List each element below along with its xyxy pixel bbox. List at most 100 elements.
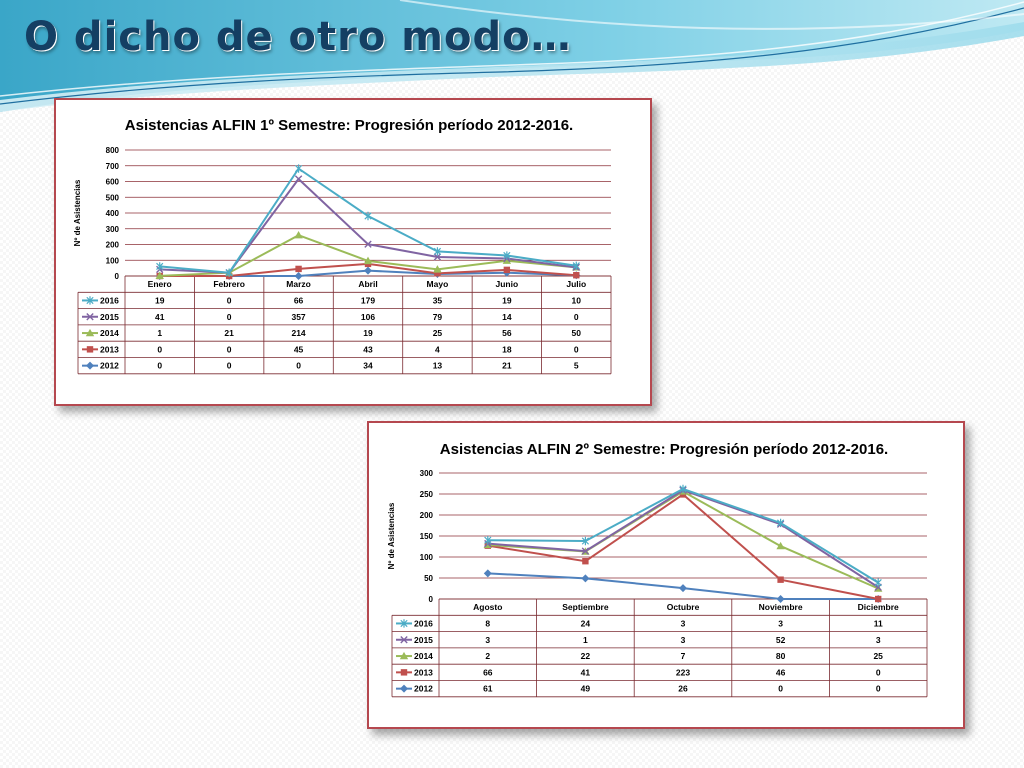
slide-title: O dicho de otro modo…	[24, 14, 572, 60]
data-point-2015	[364, 240, 372, 248]
chart-first-semester: Asistencias ALFIN 1º Semestre: Progresió…	[73, 117, 612, 375]
y-tick-label: 800	[106, 146, 120, 155]
chart-second-semester: Asistencias ALFIN 2º Semestre: Progresió…	[387, 441, 928, 698]
y-tick-label: 0	[429, 595, 434, 604]
series-2012	[483, 569, 883, 603]
table-cell-value: 0	[574, 344, 579, 354]
data-point-2012	[776, 595, 785, 603]
table-cell-value: 3	[876, 635, 881, 645]
y-tick-label: 100	[106, 256, 120, 265]
data-point-2016	[433, 247, 442, 256]
data-point-2013	[434, 270, 441, 277]
table-cell-value: 19	[502, 295, 512, 305]
table-cell-value: 21	[502, 361, 512, 371]
table-cell-value: 26	[678, 684, 688, 694]
x-category-label: Marzo	[286, 279, 311, 289]
data-point-2016	[364, 211, 372, 221]
data-point-2015	[581, 547, 590, 555]
data-point-2013	[777, 576, 784, 583]
table-cell-value: 25	[433, 328, 443, 338]
y-tick-label: 0	[115, 272, 120, 281]
data-point-2016	[572, 261, 580, 270]
data-point-2016	[776, 518, 785, 528]
table-cell-value: 34	[363, 361, 373, 371]
table-cell-value: 3	[778, 618, 783, 628]
data-point-2013	[503, 266, 511, 274]
legend-entry: 2013	[100, 344, 119, 354]
table-cell-value: 66	[294, 295, 304, 305]
table-cell-value: 0	[227, 295, 232, 305]
y-tick-label: 150	[420, 532, 434, 541]
x-category-label: Septiembre	[562, 602, 609, 612]
chart-panel-first-semester: Asistencias ALFIN 1º Semestre: Progresió…	[54, 98, 652, 406]
y-axis-label: Nº de Asistencias	[387, 502, 396, 569]
data-point-2016	[225, 268, 233, 277]
y-tick-label: 600	[106, 178, 120, 187]
y-tick-label: 50	[424, 574, 433, 583]
x-category-label: Enero	[148, 279, 172, 289]
table-cell-value: 7	[681, 651, 686, 661]
table-cell-value: 18	[502, 344, 512, 354]
series-2016	[156, 164, 580, 277]
chart-title: Asistencias ALFIN 1º Semestre: Progresió…	[125, 117, 573, 134]
legend-entry: 2012	[100, 361, 119, 371]
x-category-label: Julio	[566, 279, 586, 289]
legend-entry: 2015	[414, 635, 433, 645]
table-cell-value: 3	[681, 635, 686, 645]
data-point-2012	[294, 272, 303, 280]
data-point-2014	[776, 541, 785, 550]
data-point-2013	[573, 272, 580, 279]
y-tick-label: 500	[106, 193, 120, 202]
table-cell-value: 0	[227, 312, 232, 322]
legend-key-marker	[85, 328, 95, 337]
table-cell-value: 80	[776, 651, 786, 661]
series-2016	[484, 484, 882, 587]
table-cell-value: 0	[876, 684, 881, 694]
table-cell-value: 0	[157, 344, 162, 354]
legend-entry: 2012	[414, 684, 433, 694]
table-cell-value: 56	[502, 328, 512, 338]
legend-key-marker	[400, 619, 408, 628]
legend-entry: 2015	[100, 312, 119, 322]
table-cell-value: 41	[155, 312, 165, 322]
legend-key-marker	[400, 684, 408, 693]
legend-entry: 2013	[414, 667, 433, 677]
table-cell-value: 2	[485, 651, 490, 661]
table-cell-value: 10	[572, 295, 582, 305]
table-cell-value: 35	[433, 295, 443, 305]
data-point-2012	[483, 569, 492, 578]
table-cell-value: 43	[363, 344, 373, 354]
table-cell-value: 46	[776, 667, 786, 677]
table-cell-value: 1	[157, 328, 162, 338]
table-cell-value: 357	[291, 312, 305, 322]
table-cell-value: 79	[433, 312, 443, 322]
data-point-2016	[679, 484, 687, 494]
table-cell-value: 11	[874, 618, 883, 628]
data-point-2013	[875, 595, 882, 603]
table-cell-value: 61	[483, 684, 493, 694]
x-category-label: Noviembre	[759, 602, 803, 612]
table-cell-value: 0	[227, 344, 232, 354]
table-cell-value: 214	[291, 328, 305, 338]
table-cell-value: 0	[778, 684, 783, 694]
legend-entry: 2014	[414, 651, 433, 661]
table-cell-value: 45	[294, 344, 304, 354]
data-point-2016	[503, 251, 511, 260]
legend-key-marker	[86, 296, 94, 305]
data-point-2015	[294, 175, 303, 183]
table-cell-value: 13	[433, 361, 443, 371]
table-cell-value: 8	[485, 618, 490, 628]
table-cell-value: 3	[485, 635, 490, 645]
legend-entry: 2014	[100, 328, 119, 338]
data-point-2014	[502, 256, 512, 264]
table-cell-value: 21	[224, 328, 234, 338]
data-point-2012	[581, 574, 590, 583]
data-point-2012	[679, 584, 687, 593]
table-cell-value: 0	[227, 361, 232, 371]
table-cell-value: 49	[581, 684, 591, 694]
table-cell-value: 52	[776, 635, 786, 645]
table-cell-value: 19	[155, 295, 165, 305]
legend-key-marker	[86, 361, 94, 370]
table-cell-value: 5	[574, 361, 579, 371]
table-cell-value: 22	[581, 651, 591, 661]
